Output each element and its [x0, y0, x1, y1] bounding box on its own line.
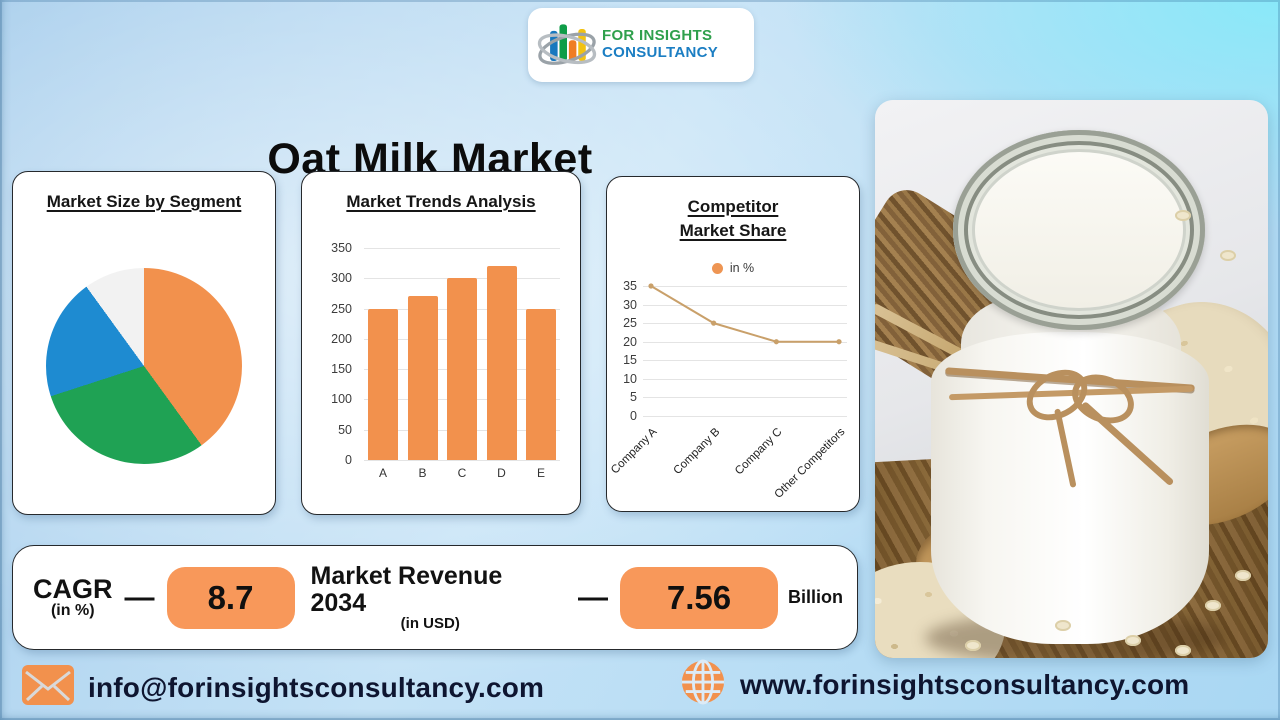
- gridline: [364, 248, 560, 249]
- gridline: [643, 416, 847, 417]
- x-tick-label: C: [457, 466, 467, 480]
- cagr-unit: (in %): [50, 602, 95, 620]
- y-tick-label: 350: [331, 241, 352, 255]
- pie-chart: [46, 268, 242, 464]
- bar-y-axis: 0 50 100 150 200 250 300 350: [312, 241, 360, 467]
- globe-icon: [680, 659, 726, 710]
- dash-separator: —: [124, 580, 155, 614]
- bar: [486, 266, 517, 460]
- cagr-value-box: 8.7: [166, 566, 295, 629]
- bar-x-axis: A B C D E: [364, 466, 560, 480]
- line-panel: Competitor Market Share in % 0 5 10 15 20 25 3…: [606, 176, 860, 512]
- line-panel-title-line1: Competitor: [687, 197, 779, 216]
- line-y-axis: 0 5 10 15 20 25 30 35: [615, 279, 639, 423]
- line-panel-title-line2: Market Share: [679, 221, 787, 240]
- bar: [407, 296, 438, 460]
- key-stats-bar: CAGR (in %) — 8.7 Market Revenue 2034 (i…: [12, 545, 858, 650]
- y-tick-label: 25: [623, 316, 637, 331]
- bar-panel: Market Trends Analysis 0 50 100 150 200 250 30…: [301, 171, 581, 515]
- y-tick-label: 200: [331, 331, 352, 346]
- gridline: [643, 341, 847, 343]
- gridline: [643, 286, 847, 287]
- x-tick-label: Other Competitors: [772, 426, 848, 501]
- line-series: [648, 283, 842, 345]
- bar: [447, 278, 477, 460]
- x-tick-label: E: [536, 466, 545, 480]
- x-tick-label: D: [497, 466, 506, 480]
- email-contact: info@forinsightsconsultancy.com: [22, 665, 544, 710]
- website-address[interactable]: www.forinsightsconsultancy.com: [740, 668, 1190, 700]
- bar: [368, 308, 398, 460]
- company-logo: FOR INSIGHTS CONSULTANCY: [528, 8, 754, 82]
- y-tick-label: 10: [623, 371, 637, 386]
- oat-milk-photo: [875, 100, 1268, 658]
- pie-panel-title: Market Size by Segment: [46, 192, 242, 211]
- y-tick-label: 30: [623, 297, 637, 312]
- website-contact: www.forinsightsconsultancy.com: [680, 659, 1189, 710]
- cagr-label-block: CAGR (in %): [33, 575, 113, 620]
- contact-footer: info@forinsightsconsultancy.com www.fori…: [0, 656, 1280, 720]
- y-tick-label: 0: [345, 453, 352, 467]
- y-tick-label: 15: [623, 353, 637, 368]
- x-tick-label: Company A: [608, 426, 660, 477]
- revenue-label-block: Market Revenue 2034 (in USD): [311, 563, 551, 631]
- y-tick-label: 0: [630, 409, 637, 423]
- email-icon: [22, 665, 74, 710]
- dash-separator: —: [578, 580, 608, 614]
- x-tick-label: Company C: [733, 426, 785, 478]
- bar: [526, 308, 556, 460]
- pie-panel: Market Size by Segment: [12, 171, 276, 515]
- x-tick-label: A: [378, 466, 387, 480]
- revenue-scale: Billion: [788, 587, 843, 607]
- revenue-value-box: 7.56: [620, 566, 778, 629]
- brand-name-line1: FOR INSIGHTS: [602, 27, 713, 45]
- y-tick-label: 35: [623, 279, 637, 293]
- y-tick-label: 20: [623, 334, 637, 349]
- gridline: [643, 360, 847, 362]
- revenue-unit: (in USD): [400, 614, 460, 632]
- x-tick-label: Company B: [671, 426, 723, 477]
- logo-bars-icon: [536, 15, 598, 75]
- bar-series: [364, 248, 560, 460]
- email-address[interactable]: info@forinsightsconsultancy.com: [88, 671, 545, 703]
- y-tick-label: 50: [338, 422, 352, 437]
- line-legend: in %: [607, 261, 859, 275]
- legend-dot-icon: [711, 262, 723, 274]
- gridline: [643, 378, 847, 380]
- revenue-label: Market Revenue 2034: [310, 562, 503, 617]
- bar-plot-area: [364, 248, 560, 461]
- y-tick-label: 150: [331, 362, 352, 377]
- gridline: [643, 397, 847, 399]
- gridline: [643, 323, 847, 325]
- x-tick-label: B: [418, 466, 427, 480]
- gridline: [364, 460, 560, 461]
- legend-label: in %: [729, 261, 755, 275]
- line-plot-area: [643, 283, 847, 417]
- y-tick-label: 5: [630, 390, 637, 405]
- brand-name-line2: CONSULTANCY: [602, 44, 719, 61]
- bar-panel-title: Market Trends Analysis: [346, 192, 536, 211]
- line-x-axis: Company A Company B Company C Other Competi…: [609, 426, 848, 518]
- cagr-label: CAGR: [33, 573, 113, 604]
- y-tick-label: 100: [331, 392, 352, 407]
- y-tick-label: 300: [331, 271, 352, 286]
- y-tick-label: 250: [331, 301, 352, 316]
- gridline: [643, 304, 847, 306]
